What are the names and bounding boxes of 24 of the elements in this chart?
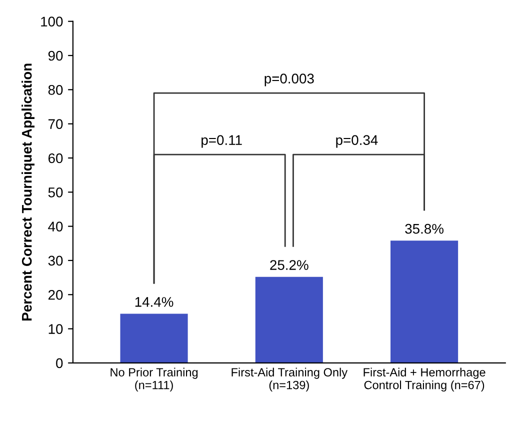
bar [390, 240, 458, 363]
y-tick-label: 50 [48, 187, 63, 198]
data-label: 35.8% [405, 224, 444, 234]
y-tick-label: 60 [48, 153, 63, 164]
y-tick-label: 10 [48, 324, 63, 334]
y-tick-label: 0 [56, 358, 63, 368]
annotation: p=0.003 [264, 74, 314, 86]
y-axis-title: Percent Correct Tourniquet Application [22, 64, 34, 320]
bar [120, 314, 188, 363]
annotation: p=0.34 [336, 135, 378, 148]
y-tick-label: 40 [48, 222, 63, 232]
y-tick-label: 100 [41, 16, 63, 27]
y-tick-label: 20 [48, 290, 63, 300]
y-tick-label: 90 [48, 50, 63, 61]
y-tick-label: 80 [48, 85, 63, 95]
annotation: p=0.11 [202, 135, 242, 148]
x-tick-label: No Prior Training (n=111) [110, 368, 198, 392]
y-tick-label: 30 [48, 256, 63, 266]
y-tick-label: 70 [48, 119, 63, 129]
data-label: 25.2% [270, 260, 308, 270]
data-label: 14.4% [135, 297, 174, 307]
x-tick-label: First-Aid + Hemorrhage Control Training (n=67) [364, 368, 486, 392]
bar [255, 276, 323, 363]
x-tick-label: First-Aid Training Only (n=139) [232, 368, 348, 392]
